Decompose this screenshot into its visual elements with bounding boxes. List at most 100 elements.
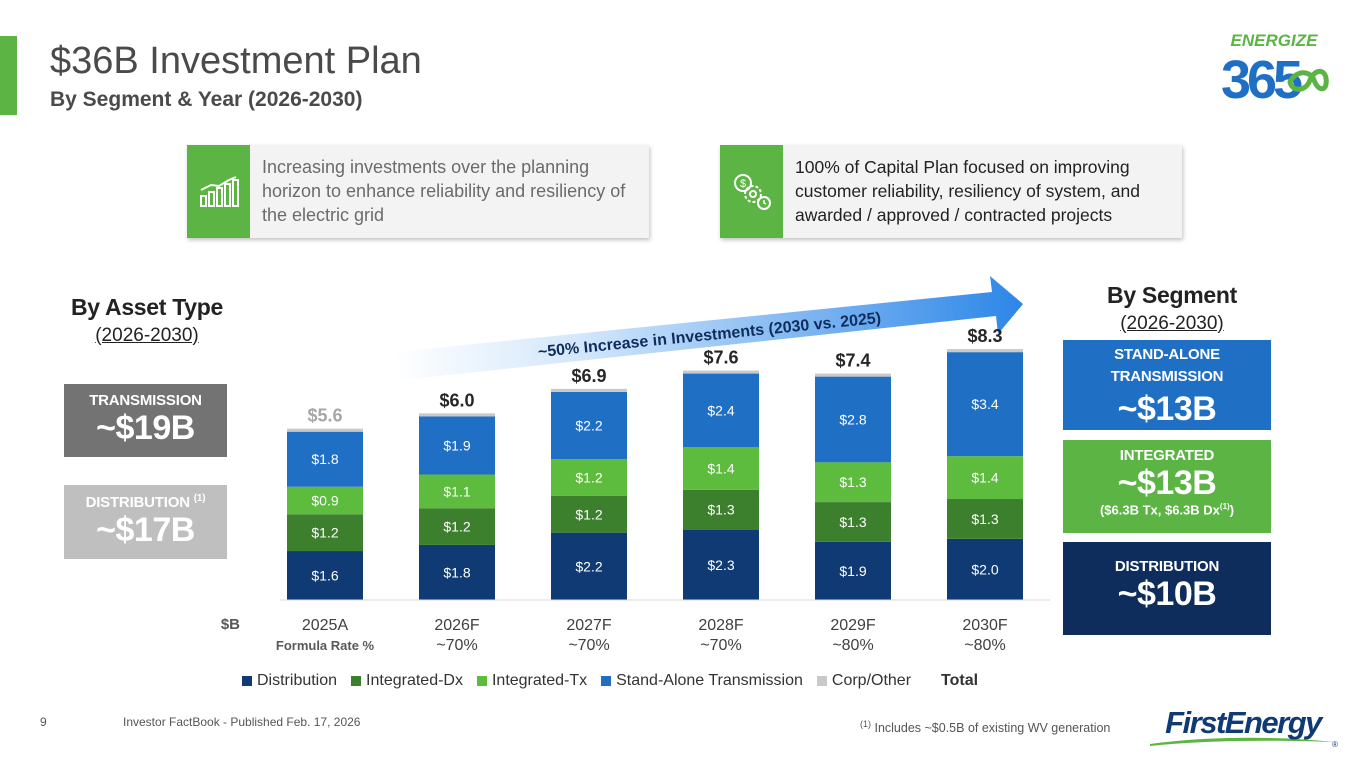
bar-segment-integrated-tx-2026F [419,474,495,509]
dist-label: DISTRIBUTION [1114,558,1220,575]
bar-data-label: $1.3 [707,502,734,518]
int-label: INTEGRATED [1119,447,1215,464]
bar-total-label: $6.9 [571,366,606,386]
segment-title: By Segment [1107,282,1237,308]
asset-type-title: By Asset Type [70,294,224,320]
bar-segment-stand-alone-transmission-2030F [947,352,1023,457]
bar-segment-integrated-dx-2028F [683,489,759,530]
callout-capital-focus: $ 100% of Capital Plan focused on improv… [720,145,1182,238]
bar-data-label: $2.2 [575,418,602,434]
bar-segment-distribution-2027F [551,532,627,600]
bar-segment-corp-other-2026F [419,413,495,417]
legend-swatch [351,676,362,686]
legend-item-integrated-dx: Integrated-Dx [351,672,463,690]
bar-data-label: $2.0 [971,561,998,577]
footnote-text: Includes ~$0.5B of existing WV generatio… [871,721,1111,736]
distribution-label: DISTRIBUTION [85,494,190,511]
bar-segment-stand-alone-transmission-2029F [815,376,891,463]
bar-segment-corp-other-2029F [815,373,891,377]
logo-swoosh [1150,737,1334,746]
x-tick-sublabel: ~70% [568,637,609,654]
legend-swatch [242,676,252,686]
publication-note: Investor FactBook - Published Feb. 17, 2… [123,715,361,729]
energize-365-logo: ENERGIZE 365 [1221,31,1329,102]
chart-legend: Distribution Integrated-Dx Integrated-Tx… [242,672,978,690]
bar-segment-integrated-tx-2030F [947,456,1023,500]
bar-data-label: $2.3 [707,557,734,573]
distribution-segment-box: DISTRIBUTION ~$10B [1063,542,1271,635]
bar-segment-integrated-tx-2025A [287,486,363,515]
page-subtitle: By Segment & Year (2026-2030) [50,88,363,111]
bar-segment-integrated-dx-2030F [947,499,1023,539]
bar-data-label: $1.8 [443,564,470,580]
bar-segment-distribution-2026F [419,544,495,600]
bar-chart-growth-icon [199,175,239,207]
x-tick-label: 2027F [566,617,612,634]
sat-label-1: STAND-ALONE [1114,346,1220,363]
bar-total-label: $5.6 [307,406,342,426]
bar-data-label: $1.6 [311,568,338,584]
x-tick-sublabel: ~80% [964,637,1005,654]
distribution-value: ~$17B [96,511,195,549]
x-tick-label: 2030F [962,617,1008,634]
accent-bar [0,36,17,115]
bar-segment-distribution-2029F [815,541,891,600]
bar-data-label: $2.8 [839,411,866,427]
footnote: (1) Includes ~$0.5B of existing WV gener… [860,719,1110,735]
bar-data-label: $1.4 [707,460,734,476]
legend-label: Distribution [257,672,338,689]
int-note: ($6.3B Tx, $6.3B Dx(1)) [1063,502,1271,517]
bar-segment-stand-alone-transmission-2025A [287,431,363,487]
x-tick-sublabel: Formula Rate % [276,638,375,653]
page-title: $36B Investment Plan [50,40,422,82]
segment-period: (2026-2030) [1120,313,1224,334]
footnote-marker: (1) [860,719,871,729]
int-value: ~$13B [1117,464,1217,502]
callout-growth: Increasing investments over the planning… [187,145,649,238]
asset-type-period: (2026-2030) [95,325,199,346]
logo-word: ENERGIZE [1231,31,1319,50]
firstenergy-logo: FirstEnergy ® [1150,705,1338,749]
bar-segment-corp-other-2030F [947,349,1023,353]
x-tick-label: 2028F [698,617,744,634]
bar-data-label: $2.2 [575,558,602,574]
legend-label: Integrated-Tx [491,672,588,689]
x-tick-sublabel: ~70% [436,637,477,654]
bar-total-label: $7.4 [835,351,870,371]
bar-total-label: $7.6 [703,348,738,368]
bar-segment-integrated-tx-2029F [815,462,891,503]
bar-data-label: $1.9 [443,437,470,453]
legend-label: Integrated-Dx [366,672,463,689]
dist-value: ~$10B [1117,575,1217,613]
logo-text: FirstEnergy [1165,705,1324,740]
bar-segment-integrated-tx-2027F [551,459,627,496]
callout-icon-box: $ [720,145,783,238]
bar-segment-stand-alone-transmission-2027F [551,391,627,460]
legend-item-stand-alone-transmission: Stand-Alone Transmission [601,672,803,690]
bar-data-label: $1.8 [311,451,338,467]
bar-data-label: $0.9 [311,493,338,509]
int-note-pre: ($6.3B Tx, $6.3B Dx [1099,502,1220,518]
callout-icon-box [187,145,250,238]
page-number: 9 [40,715,47,729]
bar-data-label: $1.3 [839,514,866,530]
sat-value: ~$13B [1117,390,1217,428]
x-tick-label: 2025A [302,617,349,634]
bar-data-label: $1.4 [971,470,998,486]
investment-stacked-bar-chart: ~50% Increase in Investments (2030 vs. 2… [221,276,1050,654]
segment-heading: By Segment (2026-2030) [1082,282,1262,335]
legend-item-total: Total [941,672,979,689]
sat-label-2: TRANSMISSION [1110,368,1224,385]
bar-segment-distribution-2030F [947,538,1023,600]
bar-data-label: $1.9 [839,563,866,579]
bar-data-label: $1.3 [971,511,998,527]
growth-arrow-shape [395,276,1023,380]
legend-item-corp-other: Corp/Other [816,672,911,690]
bar-segment-integrated-tx-2028F [683,447,759,490]
callout-text: 100% of Capital Plan focused on improvin… [795,157,1140,225]
bar-segment-integrated-dx-2029F [815,502,891,542]
bar-segment-distribution-2025A [287,551,363,600]
registered-mark: ® [1332,740,1338,749]
dollar-gear-clock-icon: $ [733,173,771,210]
bar-segment-corp-other-2025A [287,428,363,432]
